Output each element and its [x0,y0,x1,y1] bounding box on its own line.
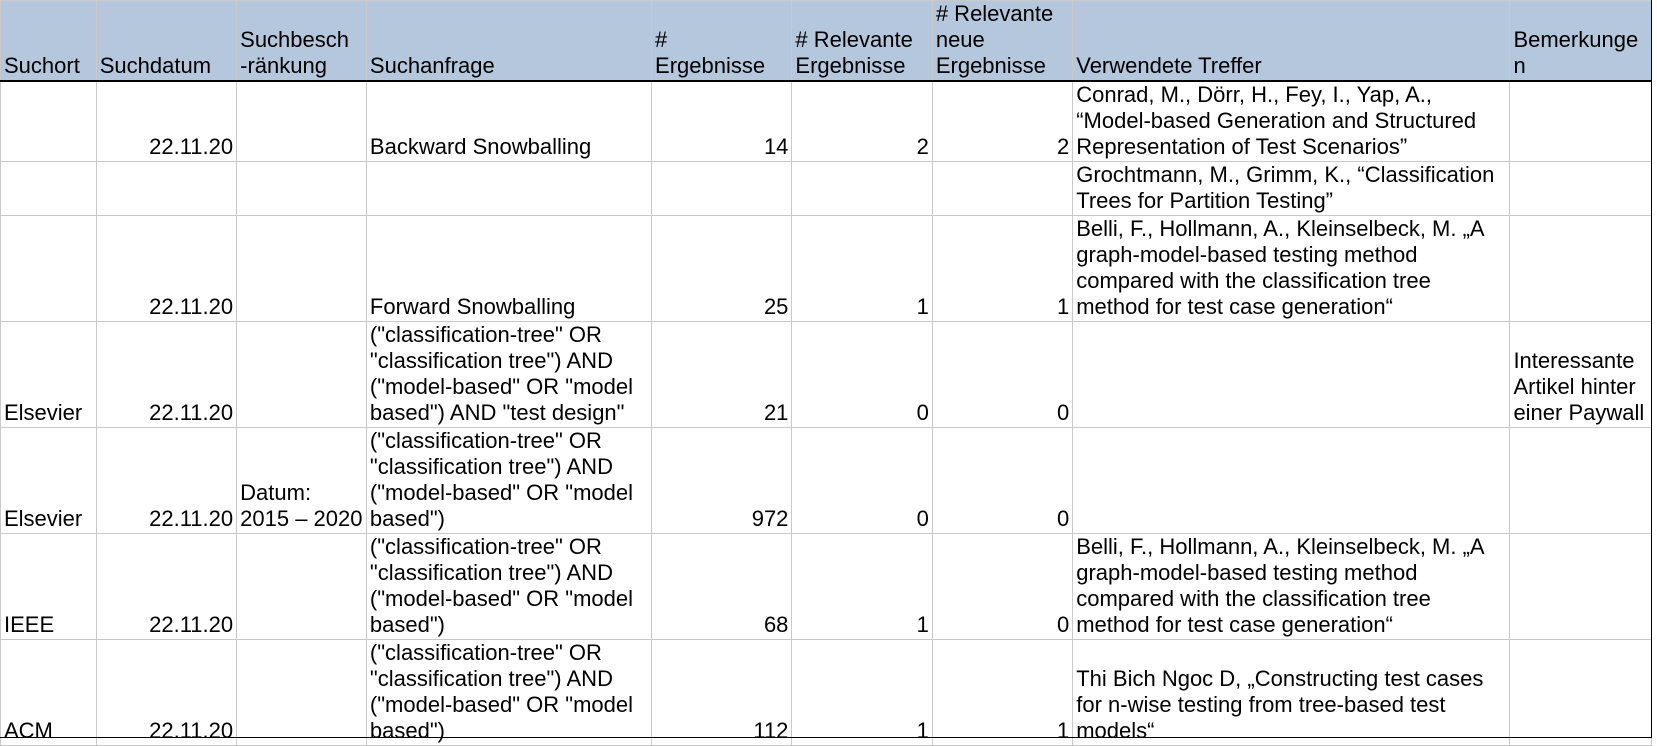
cell-suchort[interactable] [0,80,97,162]
header-label: Suchdatum [99,53,212,78]
cell-suchanfrage[interactable] [365,161,653,216]
cell-suchbeschraenkung[interactable] [236,639,367,746]
header-cell-suchdatum[interactable]: Suchdatum [95,0,238,82]
cell-suchdatum[interactable] [95,161,238,216]
header-label: # Relevante neue Ergebnisse [935,1,1054,78]
cell-suchdatum[interactable]: 22.11.20 [95,533,238,640]
cell-suchbeschraenkung[interactable] [236,321,367,428]
cell-ergebnisse[interactable]: 21 [651,321,793,428]
cell-treffer[interactable]: Thi Bich Ngoc D, „Constructing test case… [1072,639,1511,746]
header-cell-ergebnisse[interactable]: # Ergebnisse [651,0,793,82]
header-row: Suchort Suchdatum Suchbesch -ränkung Suc… [0,0,1652,82]
cell-bemerkungen[interactable]: Interessante Artikel hinter einer Paywal… [1509,321,1652,428]
cell-ergebnisse[interactable]: 68 [651,533,793,640]
cell-suchdatum[interactable]: 22.11.20 [95,639,238,746]
table-row: 22.11.20 Forward Snowballing 25 1 1 Bell… [0,215,1652,322]
table-row: Elsevier 22.11.20 Datum: 2015 – 2020 ("c… [0,427,1652,534]
cell-relevante-neue[interactable] [931,161,1074,216]
cell-suchdatum[interactable]: 22.11.20 [95,215,238,322]
table-row: Elsevier 22.11.20 ("classification-tree"… [0,321,1652,428]
cell-suchanfrage[interactable]: ("classification-tree" OR "classificatio… [365,321,653,428]
header-label: Suchort [4,53,80,78]
cell-suchbeschraenkung[interactable] [236,161,367,216]
cell-suchbeschraenkung[interactable] [236,80,367,162]
header-label: Verwendete Treffer [1076,53,1262,78]
cell-suchdatum[interactable]: 22.11.20 [95,80,238,162]
cell-relevante-neue[interactable]: 0 [931,321,1074,428]
table-row: ACM 22.11.20 ("classification-tree" OR "… [0,639,1652,746]
cell-suchbeschraenkung[interactable]: Datum: 2015 – 2020 [236,427,367,534]
cell-relevante-neue[interactable]: 1 [931,639,1074,746]
cell-ergebnisse[interactable]: 14 [651,80,793,162]
header-label: Suchanfrage [369,53,495,78]
cell-bemerkungen[interactable] [1509,427,1652,534]
header-cell-suchanfrage[interactable]: Suchanfrage [365,0,653,82]
cell-relevante[interactable]: 1 [791,639,933,746]
table-row: IEEE 22.11.20 ("classification-tree" OR … [0,533,1652,640]
cell-suchort[interactable]: IEEE [0,533,97,640]
cell-ergebnisse[interactable] [651,161,793,216]
cell-relevante-neue[interactable]: 2 [931,80,1074,162]
cell-suchanfrage[interactable]: ("classification-tree" OR "classificatio… [365,533,653,640]
header-label: Suchbesch -ränkung [240,27,349,78]
header-cell-relevante-neue[interactable]: # Relevante neue Ergebnisse [931,0,1074,82]
header-cell-relevante[interactable]: # Relevante Ergebnisse [791,0,933,82]
cell-treffer[interactable] [1072,321,1511,428]
cell-suchdatum[interactable]: 22.11.20 [95,427,238,534]
header-cell-bemerkungen[interactable]: Bemerkungen [1509,0,1652,82]
cell-suchanfrage[interactable]: ("classification-tree" OR "classificatio… [365,427,653,534]
cell-treffer[interactable]: Conrad, M., Dörr, H., Fey, I., Yap, A., … [1072,80,1511,162]
cell-relevante[interactable]: 2 [791,80,933,162]
cell-treffer[interactable]: Grochtmann, M., Grimm, K., “Classificati… [1072,161,1511,216]
cell-suchort[interactable]: Elsevier [0,321,97,428]
cell-relevante-neue[interactable]: 0 [931,533,1074,640]
cell-bemerkungen[interactable] [1509,639,1652,746]
cell-bemerkungen[interactable] [1509,215,1652,322]
cell-suchanfrage[interactable]: Backward Snowballing [365,80,653,162]
cell-bemerkungen[interactable] [1509,533,1652,640]
cell-suchdatum[interactable]: 22.11.20 [95,321,238,428]
cell-relevante[interactable]: 0 [791,427,933,534]
cell-ergebnisse[interactable]: 25 [651,215,793,322]
cell-suchort[interactable] [0,161,97,216]
cell-treffer[interactable]: Belli, F., Hollmann, A., Kleinselbeck, M… [1072,215,1511,322]
cell-suchanfrage[interactable]: Forward Snowballing [365,215,653,322]
cell-bemerkungen[interactable] [1509,161,1652,216]
table-row: 22.11.20 Backward Snowballing 14 2 2 Con… [0,80,1652,162]
cell-relevante[interactable]: 1 [791,215,933,322]
cell-suchort[interactable]: Elsevier [0,427,97,534]
cell-suchbeschraenkung[interactable] [236,533,367,640]
cell-bemerkungen[interactable] [1509,80,1652,162]
header-label: # Relevante Ergebnisse [795,27,913,78]
cell-treffer[interactable] [1072,427,1511,534]
cell-relevante-neue[interactable]: 0 [931,427,1074,534]
header-label: Bemerkungen [1513,27,1639,78]
cell-relevante[interactable]: 1 [791,533,933,640]
cell-ergebnisse[interactable]: 112 [651,639,793,746]
cell-relevante-neue[interactable]: 1 [931,215,1074,322]
header-cell-treffer[interactable]: Verwendete Treffer [1072,0,1511,82]
cell-suchort[interactable] [0,215,97,322]
header-cell-suchbeschraenkung[interactable]: Suchbesch -ränkung [236,0,367,82]
header-cell-suchort[interactable]: Suchort [0,0,97,82]
cell-suchanfrage[interactable]: ("classification-tree" OR "classificatio… [365,639,653,746]
cell-treffer[interactable]: Belli, F., Hollmann, A., Kleinselbeck, M… [1072,533,1511,640]
header-label: # Ergebnisse [655,27,766,78]
cell-relevante[interactable] [791,161,933,216]
cell-relevante[interactable]: 0 [791,321,933,428]
cell-suchbeschraenkung[interactable] [236,215,367,322]
table-row: Grochtmann, M., Grimm, K., “Classificati… [0,161,1652,216]
cell-suchort[interactable]: ACM [0,639,97,746]
cell-ergebnisse[interactable]: 972 [651,427,793,534]
